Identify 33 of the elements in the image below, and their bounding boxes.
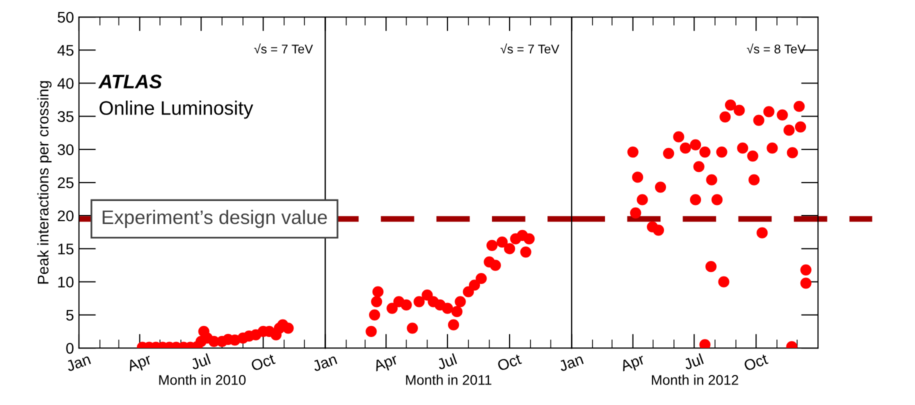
y-tick-label: 35 bbox=[58, 111, 74, 122]
x-axis-title: Month in 2010 bbox=[159, 374, 246, 385]
y-tick-label: 20 bbox=[58, 210, 74, 222]
x-tick-label: Oct bbox=[743, 353, 769, 372]
annotation: √s = 8 TeV bbox=[746, 43, 806, 54]
y-axis-title: Peak interactions per crossing bbox=[37, 81, 52, 284]
y-tick-label: 45 bbox=[57, 45, 74, 56]
annotation: √s = 7 TeV bbox=[500, 43, 560, 54]
x-tick-label: Apr bbox=[126, 353, 154, 374]
x-tick-label: Jan bbox=[312, 354, 338, 372]
x-tick-label: Jul bbox=[190, 353, 211, 370]
y-tick-label: 15 bbox=[58, 244, 74, 254]
annotation: √s = 7 TeV bbox=[254, 43, 313, 54]
y-tick-label: 25 bbox=[58, 177, 74, 188]
y-tick-label: 5 bbox=[66, 310, 74, 321]
x-axis-title: Month in 2011 bbox=[406, 374, 492, 385]
y-tick-label: 0 bbox=[66, 342, 74, 354]
annotation: ATLAS bbox=[98, 74, 162, 88]
annotation: Online Luminosity bbox=[100, 100, 254, 119]
x-tick-label: Jul bbox=[682, 353, 704, 370]
x-tick-label: Oct bbox=[250, 353, 276, 372]
x-tick-label: Apr bbox=[372, 353, 400, 374]
x-tick-label: Jul bbox=[436, 353, 458, 370]
x-tick-label: Apr bbox=[620, 353, 646, 374]
y-tick-label: 10 bbox=[58, 276, 74, 288]
y-tick-label: 40 bbox=[57, 78, 74, 89]
y-tick-label: 50 bbox=[58, 12, 74, 23]
ref-line-label: Experiment’s design value bbox=[102, 210, 327, 228]
x-axis-title: Month in 2012 bbox=[652, 374, 738, 385]
y-tick-label: 30 bbox=[58, 144, 74, 156]
x-tick-label: Jan bbox=[558, 354, 584, 372]
x-tick-label: Oct bbox=[496, 353, 522, 372]
x-tick-label: Jan bbox=[65, 354, 92, 372]
